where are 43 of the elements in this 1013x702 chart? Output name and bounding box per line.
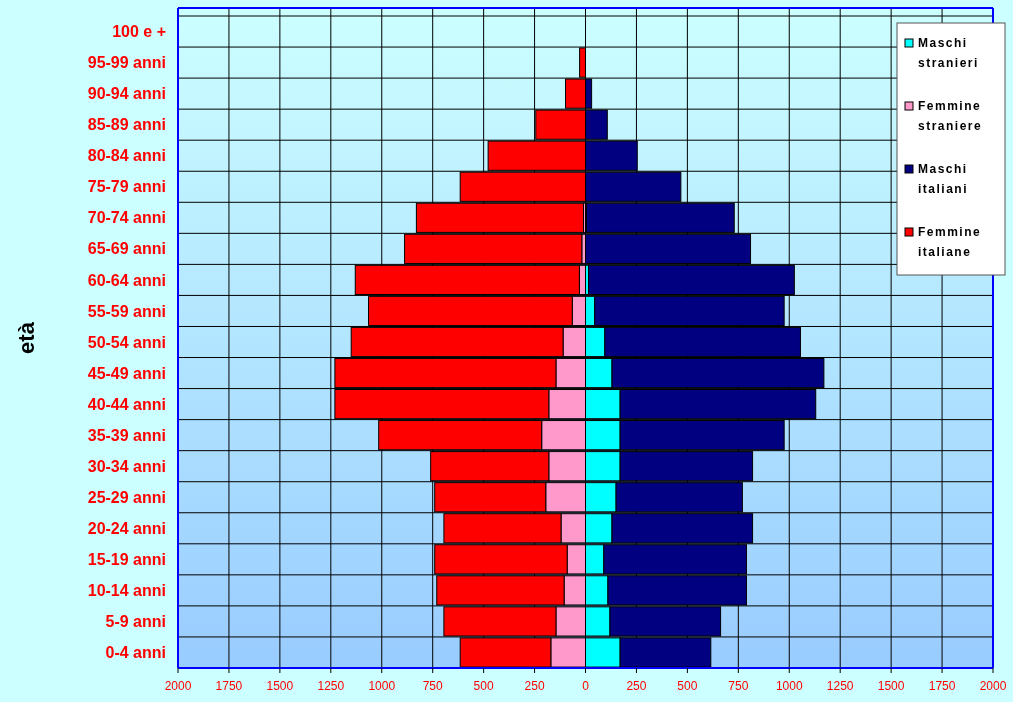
y-tick-label: 100 e + bbox=[112, 23, 166, 41]
y-tick-label: 50-54 anni bbox=[87, 333, 166, 351]
x-tick-label: 0 bbox=[582, 679, 590, 693]
x-tick-label: 500 bbox=[473, 679, 494, 693]
x-tick-label: 1000 bbox=[775, 679, 803, 693]
legend-label: Maschi stranieri bbox=[918, 36, 979, 70]
x-tick-label: 1750 bbox=[928, 679, 956, 693]
y-tick-label: 75-79 anni bbox=[87, 178, 166, 196]
y-tick-label: 60-64 anni bbox=[87, 271, 166, 289]
y-tick-label: 80-84 anni bbox=[87, 147, 166, 165]
y-tick-label: 70-74 anni bbox=[87, 209, 166, 227]
y-tick-label: 30-34 anni bbox=[87, 457, 166, 475]
y-tick-label: 10-14 anni bbox=[87, 581, 166, 599]
x-tick-label: 1000 bbox=[368, 679, 396, 693]
y-tick-label: 95-99 anni bbox=[87, 54, 166, 72]
x-tick-label: 250 bbox=[524, 679, 545, 693]
x-tick-label: 750 bbox=[422, 679, 444, 693]
legend-label: Femmine straniere bbox=[918, 99, 983, 133]
x-tick-label: 250 bbox=[626, 679, 647, 693]
y-tick-label: 20-24 anni bbox=[87, 519, 166, 537]
y-tick-label: 0-4 anni bbox=[105, 644, 166, 662]
y-tick-label: 45-49 anni bbox=[87, 364, 166, 382]
y-tick-label: 15-19 anni bbox=[87, 550, 166, 568]
y-tick-label: 90-94 anni bbox=[87, 85, 166, 103]
legend-label: Maschi italiani bbox=[918, 162, 969, 196]
y-axis-title: età bbox=[14, 321, 39, 354]
y-tick-label: 65-69 anni bbox=[87, 240, 166, 258]
y-tick-label: 35-39 anni bbox=[87, 426, 166, 444]
x-tick-label: 1250 bbox=[317, 679, 345, 693]
x-tick-label: 750 bbox=[728, 679, 749, 693]
x-tick-label: 2000 bbox=[164, 679, 192, 693]
y-tick-label: 5-9 anni bbox=[105, 613, 166, 631]
y-tick-label: 55-59 anni bbox=[87, 302, 166, 320]
x-tick-label: 1500 bbox=[877, 679, 905, 693]
x-tick-label: 2000 bbox=[979, 679, 1007, 693]
legend-label: Femmine italiane bbox=[918, 225, 982, 259]
x-tick-label: 1500 bbox=[266, 679, 294, 693]
y-tick-label: 40-44 anni bbox=[87, 395, 166, 413]
y-tick-label: 85-89 anni bbox=[87, 116, 166, 134]
x-tick-label: 1250 bbox=[826, 679, 854, 693]
x-tick-label: 500 bbox=[677, 679, 698, 693]
x-tick-label: 1750 bbox=[215, 679, 243, 693]
y-tick-label: 25-29 anni bbox=[87, 488, 166, 506]
